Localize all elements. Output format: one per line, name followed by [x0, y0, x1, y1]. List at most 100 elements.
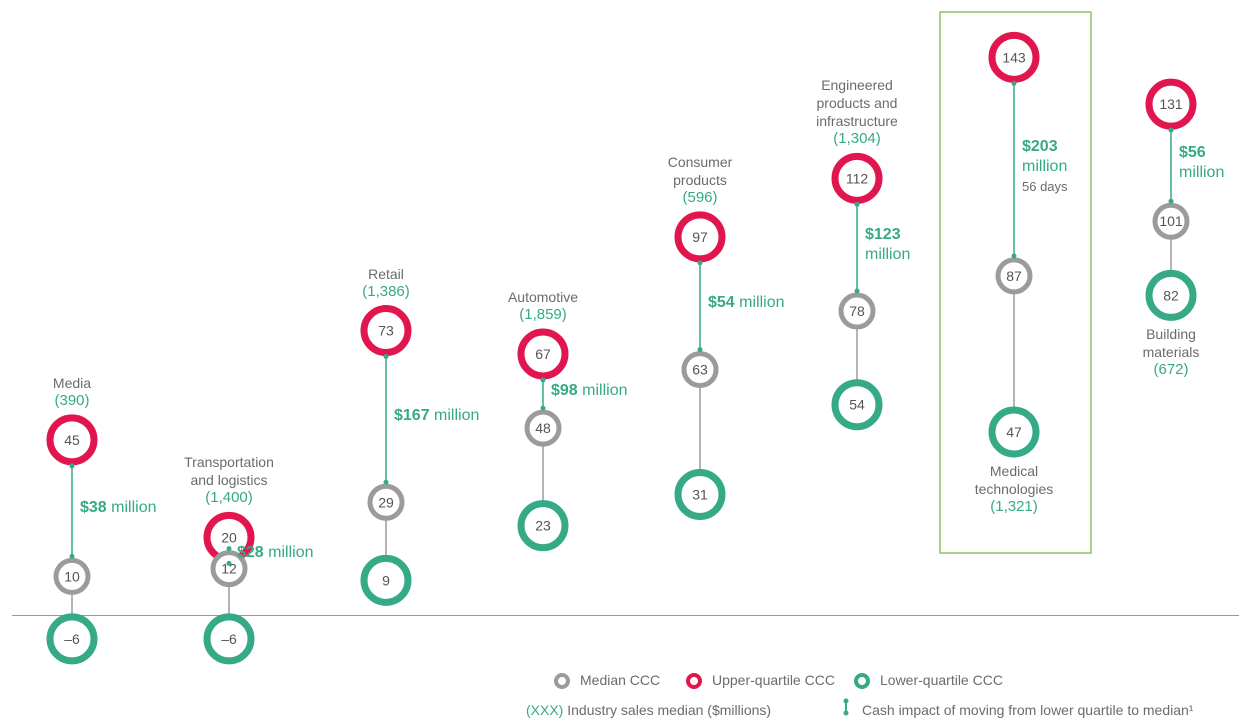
- dot-label: 87: [1006, 268, 1022, 284]
- legend-icon: [843, 698, 849, 704]
- cash-value: $54: [708, 294, 735, 312]
- cash-value: $123: [865, 225, 901, 243]
- cash-value: $167: [394, 407, 430, 425]
- sales-median: (1,400): [205, 489, 253, 507]
- category-name: Engineered products and infrastructure: [816, 77, 898, 130]
- sales-median: (596): [682, 188, 718, 206]
- dot: [203, 613, 255, 665]
- dot-label: 47: [1006, 424, 1022, 440]
- cash-unit: million: [739, 294, 785, 312]
- dot: [53, 557, 91, 595]
- cash-impact: $38 million: [80, 498, 220, 518]
- legend-label: Upper-quartile CCC: [712, 672, 835, 688]
- dot-label: 101: [1159, 213, 1183, 229]
- dot-label: 112: [846, 170, 869, 186]
- dot: [988, 31, 1040, 83]
- connector-end: [540, 377, 546, 383]
- legend-label: Cash impact of moving from lower quartil…: [862, 702, 1194, 718]
- dot: [210, 550, 248, 588]
- dot: [517, 500, 569, 552]
- dot-label: –6: [64, 631, 80, 647]
- legend-label: Lower-quartile CCC: [880, 672, 1003, 688]
- dot-label: 20: [221, 529, 237, 545]
- dot-label: 67: [535, 346, 551, 362]
- connector-end: [383, 354, 389, 360]
- dot-label: 54: [849, 397, 865, 413]
- sales-median: (1,304): [833, 130, 881, 148]
- dot-label: 9: [382, 572, 390, 588]
- dot-label: 143: [1002, 49, 1026, 65]
- dot: [995, 257, 1033, 295]
- dot: [360, 305, 412, 357]
- dot-label: 131: [1159, 96, 1183, 112]
- cash-impact: $98 million: [551, 381, 691, 401]
- connector-end: [854, 288, 860, 294]
- dot: [46, 414, 98, 466]
- cash-value: $56: [1179, 143, 1206, 161]
- cash-impact: $167 million: [394, 406, 534, 426]
- legend-item: Upper-quartile CCC: [712, 672, 835, 688]
- cash-value: $203: [1022, 137, 1058, 155]
- category-label: Medical technologies (1,321): [959, 462, 1069, 516]
- connector-end: [226, 546, 232, 552]
- cash-note: 56 days: [1022, 178, 1068, 194]
- category-label: Retail (1,386): [331, 265, 441, 301]
- connector-end: [1011, 253, 1017, 259]
- dot: [674, 468, 726, 520]
- dot: [988, 406, 1040, 458]
- dot: [1145, 78, 1197, 130]
- dot-label: 45: [64, 432, 80, 448]
- category-label: Building materials (672): [1116, 325, 1226, 379]
- legend-note: (XXX) Industry sales median ($millions): [526, 702, 771, 718]
- category-name: Media: [52, 374, 92, 391]
- dot-label: 97: [692, 229, 708, 245]
- sales-median: (1,321): [990, 498, 1038, 515]
- highlight-box: [939, 11, 1092, 554]
- legend-marker: [554, 673, 570, 689]
- cash-value: $98: [551, 382, 578, 400]
- cash-impact: $56 million: [1179, 143, 1239, 183]
- cash-unit: million: [434, 407, 480, 425]
- cash-unit: million: [1022, 157, 1068, 175]
- cash-value: $28: [237, 544, 264, 561]
- dot: [674, 211, 726, 263]
- cash-unit: million: [865, 245, 911, 263]
- legend-note: Cash impact of moving from lower quartil…: [862, 702, 1193, 718]
- connector-end: [69, 553, 75, 559]
- category-name: Automotive: [507, 288, 579, 305]
- dot: [517, 328, 569, 380]
- dot-label: 23: [535, 518, 551, 534]
- dot-label: 12: [221, 561, 237, 577]
- dot-label: –6: [221, 631, 237, 647]
- connector-end: [383, 479, 389, 485]
- legend-marker: [854, 673, 870, 689]
- connector-end: [540, 405, 546, 411]
- dot: [367, 483, 405, 521]
- connector-end: [1011, 80, 1017, 86]
- sales-median: (1,386): [362, 282, 410, 300]
- cash-unit: million: [111, 499, 157, 517]
- cash-impact: $54 million: [708, 293, 848, 313]
- dot: [681, 351, 719, 389]
- dot: [46, 613, 98, 665]
- connector-end: [697, 347, 703, 353]
- cash-impact: $203 million 56 days: [1022, 137, 1092, 197]
- dot-label: 31: [692, 486, 708, 502]
- category-name: Medical technologies: [974, 463, 1054, 497]
- legend-marker: [686, 673, 702, 689]
- cash-unit: million: [1179, 163, 1225, 181]
- cash-value: $38: [80, 499, 107, 517]
- connector-end: [854, 201, 860, 207]
- dot: [838, 292, 876, 330]
- legend-item: Median CCC: [580, 672, 660, 688]
- dot-label: 63: [692, 362, 708, 378]
- connector-end: [1168, 198, 1174, 204]
- dot-label: 29: [378, 494, 394, 510]
- category-label: Automotive (1,859): [488, 288, 598, 324]
- category-label: Transportation and logistics (1,400): [174, 453, 284, 507]
- dot-label: 73: [378, 323, 394, 339]
- category-label: Consumer products (596): [645, 153, 755, 207]
- dot-label: 10: [64, 568, 80, 584]
- connector-end: [697, 260, 703, 266]
